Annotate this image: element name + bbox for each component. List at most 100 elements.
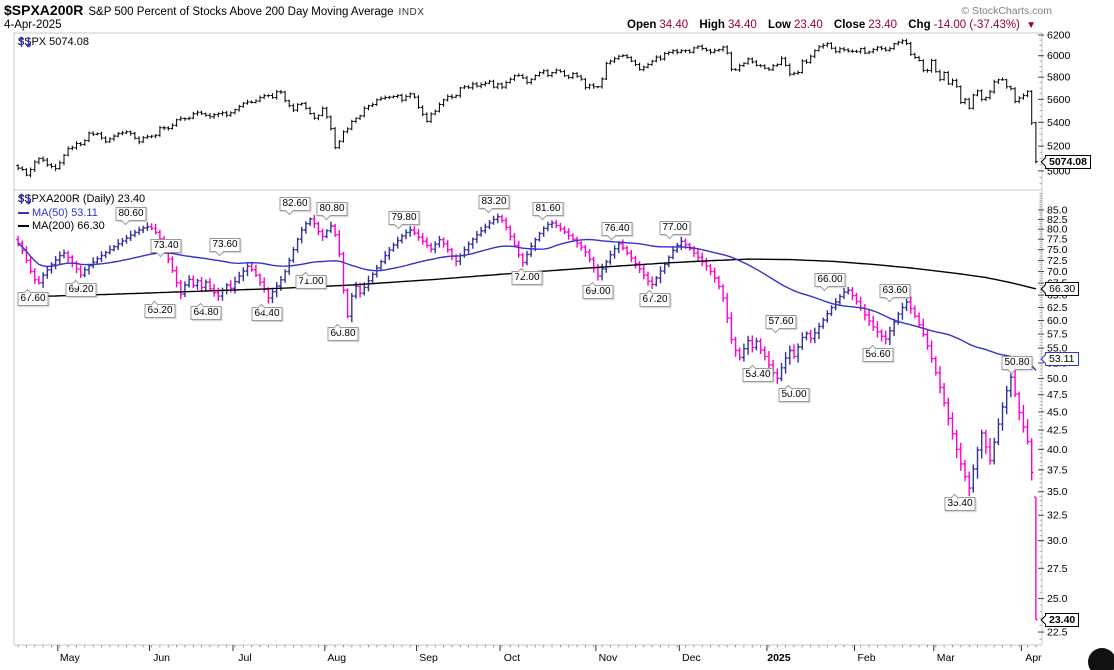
callout-label: 64.80 (190, 302, 222, 320)
close-value: 23.40 (868, 19, 898, 31)
spxa200r-legend-text: $SPXA200R (Daily) 23.40 (18, 193, 146, 205)
ma200-legend-text: MA(200) 66.30 (32, 220, 105, 232)
high-label: High (699, 19, 725, 31)
spx-legend: $SPX 5074.08 (18, 36, 89, 48)
ma200-line-swatch (18, 225, 29, 227)
svg-text:5200: 5200 (1047, 141, 1071, 153)
candlestick-icon (19, 193, 31, 205)
svg-text:80.0: 80.0 (1047, 224, 1068, 236)
axis-price-box: 5074.08 (1040, 154, 1091, 169)
callout-label: 73.40 (150, 239, 182, 257)
x-axis-month-label: Feb (857, 652, 875, 664)
callout-label: 79.80 (388, 211, 420, 229)
svg-text:47.5: 47.5 (1047, 389, 1068, 401)
callout-label: 35.40 (944, 493, 976, 511)
svg-text:75.0: 75.0 (1047, 244, 1068, 256)
x-axis-month-label: Jun (153, 652, 170, 664)
ma50-line-swatch (18, 212, 29, 214)
axis-price-box: 53.11 (1040, 352, 1079, 367)
svg-text:5800: 5800 (1047, 72, 1071, 84)
svg-text:50.0: 50.0 (1047, 373, 1068, 385)
svg-text:5400: 5400 (1047, 117, 1071, 129)
svg-text:40.0: 40.0 (1047, 444, 1068, 456)
candlestick-icon (19, 36, 31, 48)
svg-text:6200: 6200 (1047, 30, 1071, 42)
svg-text:30.0: 30.0 (1047, 535, 1068, 547)
callout-label: 69.20 (65, 279, 97, 297)
x-axis-month-label: Mar (937, 652, 956, 664)
callout-label: 65.20 (144, 300, 176, 318)
axis-price-box: 66.30 (1040, 281, 1080, 296)
ma50-legend: MA(50) 53.11 (18, 207, 98, 219)
svg-text:55.0: 55.0 (1047, 343, 1068, 355)
chart-header: $SPXA200R S&P 500 Percent of Stocks Above… (4, 2, 1110, 20)
exchange-tag: INDX (398, 7, 425, 18)
svg-text:32.5: 32.5 (1047, 510, 1068, 522)
overlay-circle[interactable] (1088, 648, 1114, 670)
high-value: 34.40 (727, 19, 757, 31)
callout-label: 53.40 (742, 364, 774, 382)
x-axis-month-label: Sep (419, 652, 438, 664)
callout-label: 73.60 (209, 238, 241, 256)
spxa200r-legend: $SPXA200R (Daily) 23.40 (18, 193, 145, 205)
callout-label: 81.60 (532, 202, 564, 220)
callout-label: 71.00 (295, 271, 327, 289)
chg-value: -14.00 (-37.43%) (933, 19, 1020, 31)
x-axis-month-label: Dec (682, 652, 701, 664)
spx-legend-text: $SPX 5074.08 (18, 36, 89, 48)
callout-label: 80.60 (115, 207, 147, 225)
svg-text:70.0: 70.0 (1047, 266, 1068, 278)
copyright: © StockCharts.com (961, 5, 1052, 17)
callout-label: 69.00 (582, 281, 614, 299)
callout-label: 66.00 (814, 273, 846, 291)
quote-row: Open 34.40 High 34.40 Low 23.40 Close 23.40 … (619, 19, 1036, 31)
callout-label: 57.60 (765, 315, 797, 333)
svg-text:22.5: 22.5 (1047, 627, 1068, 639)
symbol: $SPXA200R (4, 2, 84, 18)
x-axis-month-label: Oct (504, 652, 520, 664)
callout-label: 64.40 (251, 303, 283, 321)
chart-date: 4-Apr-2025 (4, 19, 62, 31)
x-axis-month-label: Aug (327, 652, 346, 664)
callout-label: 50.00 (778, 384, 810, 402)
svg-text:35.0: 35.0 (1047, 486, 1068, 498)
svg-text:85.0: 85.0 (1047, 204, 1068, 216)
close-label: Close (833, 19, 866, 31)
low-value: 23.40 (793, 19, 823, 31)
svg-text:82.5: 82.5 (1047, 214, 1068, 226)
svg-text:42.5: 42.5 (1047, 425, 1068, 437)
svg-text:25.0: 25.0 (1047, 593, 1068, 605)
svg-text:37.5: 37.5 (1047, 464, 1068, 476)
x-axis-month-label: Jul (238, 652, 251, 664)
callout-label: 77.00 (659, 221, 691, 239)
callout-label: 82.60 (279, 197, 311, 215)
callout-label: 83.20 (478, 195, 510, 213)
callout-label: 67.20 (639, 289, 671, 307)
svg-text:72.5: 72.5 (1047, 255, 1068, 267)
ma50-legend-text: MA(50) 53.11 (32, 207, 98, 219)
callout-label: 76.40 (601, 222, 633, 240)
down-triangle-icon: ▼ (1026, 20, 1036, 31)
axis-price-box: 23.40 (1040, 612, 1080, 627)
low-label: Low (767, 19, 791, 31)
x-axis-month-label: Nov (599, 652, 618, 664)
page-title: S&P 500 Percent of Stocks Above 200 Day … (88, 6, 394, 18)
callout-label: 50.80 (1001, 356, 1033, 374)
callout-label: 60.80 (327, 323, 359, 341)
svg-text:27.5: 27.5 (1047, 563, 1068, 575)
callout-label: 80.80 (316, 202, 348, 220)
open-label: Open (627, 19, 657, 31)
callout-label: 63.60 (879, 284, 911, 302)
ma200-legend: MA(200) 66.30 (18, 220, 105, 232)
svg-text:60.0: 60.0 (1047, 315, 1068, 327)
callout-label: 67.60 (17, 288, 49, 306)
svg-text:77.5: 77.5 (1047, 234, 1068, 246)
svg-text:45.0: 45.0 (1047, 406, 1068, 418)
open-value: 34.40 (659, 19, 689, 31)
x-axis-month-label: 2025 (767, 652, 791, 664)
svg-text:62.5: 62.5 (1047, 302, 1068, 314)
x-axis-month-label: May (60, 652, 81, 664)
svg-text:57.5: 57.5 (1047, 329, 1068, 341)
